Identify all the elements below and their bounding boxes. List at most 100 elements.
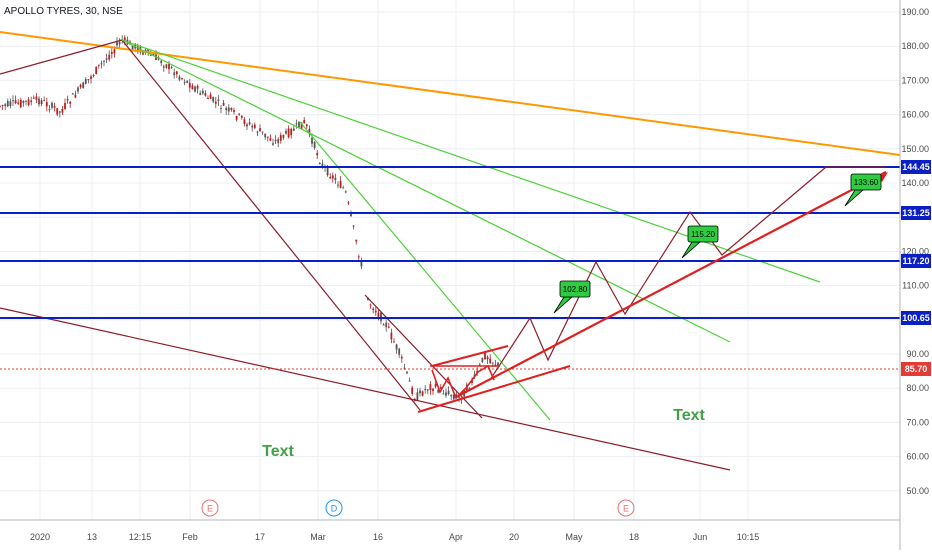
candle-body bbox=[230, 108, 233, 111]
candle-body bbox=[385, 322, 388, 328]
candle-body bbox=[318, 162, 321, 164]
text-label[interactable]: Text bbox=[262, 443, 294, 460]
x-tick-label: May bbox=[565, 532, 583, 542]
price-annotation[interactable]: 115.20 bbox=[681, 225, 719, 259]
orange-trendline[interactable] bbox=[0, 31, 901, 156]
candle-body bbox=[445, 392, 447, 396]
text-labels[interactable]: Text Text bbox=[262, 407, 705, 460]
annotation-pointer bbox=[553, 296, 574, 314]
candle-body bbox=[51, 102, 53, 108]
candle-body bbox=[305, 124, 308, 127]
candle-body bbox=[274, 139, 277, 141]
candle-body bbox=[277, 139, 280, 144]
candle-body bbox=[429, 384, 432, 391]
candle-body bbox=[408, 380, 411, 382]
candle-body bbox=[246, 124, 248, 127]
x-tick-label: 13 bbox=[87, 532, 97, 542]
candle-body bbox=[261, 131, 264, 133]
candle-body bbox=[326, 166, 329, 176]
price-badge-level: 144.45 bbox=[901, 160, 931, 174]
candle-body bbox=[56, 108, 59, 115]
candle-body bbox=[497, 362, 499, 366]
projection-path[interactable] bbox=[489, 166, 886, 381]
candle-body bbox=[308, 128, 311, 134]
candle-body bbox=[84, 79, 87, 84]
candle-body bbox=[217, 99, 220, 101]
candle-body bbox=[183, 81, 186, 83]
candle-body bbox=[287, 128, 290, 138]
annotation-value: 133.60 bbox=[854, 178, 879, 187]
candle-body bbox=[82, 82, 85, 89]
badge-bg bbox=[901, 254, 931, 268]
earnings-marker[interactable]: E bbox=[201, 499, 219, 517]
candle-body bbox=[118, 41, 121, 45]
candle-body bbox=[188, 82, 191, 88]
candle-body bbox=[162, 66, 165, 68]
candle-body bbox=[0, 105, 1, 107]
candle-body bbox=[300, 122, 303, 129]
symbol-title: APOLLO TYRES, 30, NSE bbox=[4, 6, 123, 17]
candle-body bbox=[447, 390, 450, 395]
candle-body bbox=[196, 86, 199, 89]
candle-body bbox=[434, 383, 437, 387]
candle-body bbox=[186, 80, 189, 83]
candle-body bbox=[321, 163, 324, 168]
price-badge-level: 100.65 bbox=[901, 311, 931, 325]
badge-bg bbox=[901, 160, 931, 174]
red-wedge-wave[interactable] bbox=[431, 364, 495, 400]
y-tick-label: 190.00 bbox=[901, 7, 929, 17]
candle-body bbox=[58, 111, 61, 113]
candle-body bbox=[290, 128, 293, 136]
red-triangle-bottom[interactable] bbox=[417, 365, 571, 413]
candle-body bbox=[191, 85, 194, 90]
candle-body bbox=[95, 66, 98, 75]
candle-body bbox=[74, 94, 77, 98]
brown-upper-trend[interactable] bbox=[0, 39, 123, 75]
candle-body bbox=[494, 364, 497, 366]
fan-line-2[interactable] bbox=[121, 39, 731, 343]
earnings-marker[interactable]: E bbox=[617, 499, 635, 517]
candle-body bbox=[344, 191, 347, 193]
brown-lower-support[interactable] bbox=[0, 307, 731, 471]
drawings[interactable]: 102.80 115.20 133.60 bbox=[0, 31, 901, 471]
candle-body bbox=[256, 131, 259, 133]
candle-body bbox=[240, 115, 243, 118]
marker-letter: E bbox=[207, 504, 213, 514]
candle-body bbox=[123, 37, 126, 41]
candle-body bbox=[87, 79, 90, 81]
candle-body bbox=[331, 175, 334, 179]
red-triangle-top[interactable] bbox=[431, 345, 509, 367]
x-tick-label: Feb bbox=[182, 532, 198, 542]
price-badge-level: 117.20 bbox=[901, 254, 931, 268]
candle-body bbox=[22, 100, 25, 103]
candle-body bbox=[178, 76, 181, 80]
brown-downtrend-channel[interactable] bbox=[121, 39, 421, 411]
candle-body bbox=[337, 184, 339, 186]
text-label[interactable]: Text bbox=[673, 407, 705, 424]
candle-body bbox=[352, 225, 355, 227]
red-uptrend[interactable] bbox=[457, 171, 887, 397]
dividend-marker[interactable]: D bbox=[325, 499, 343, 517]
candle-body bbox=[398, 348, 401, 355]
candle-body bbox=[377, 312, 380, 317]
marker-circle bbox=[617, 499, 635, 517]
candle-body bbox=[285, 130, 287, 134]
candle-body bbox=[165, 64, 168, 68]
y-tick-label: 90.00 bbox=[906, 349, 929, 359]
y-tick-label: 140.00 bbox=[901, 178, 929, 188]
candle-body bbox=[170, 67, 173, 69]
candle-body bbox=[452, 394, 455, 400]
y-tick-label: 150.00 bbox=[901, 144, 929, 154]
candle-body bbox=[424, 389, 427, 391]
candle-body bbox=[212, 96, 215, 102]
candle-body bbox=[77, 87, 79, 92]
price-annotation[interactable]: 133.60 bbox=[844, 173, 882, 207]
candle-body bbox=[160, 60, 163, 64]
price-annotation[interactable]: 102.80 bbox=[553, 280, 591, 314]
x-tick-label: Jun bbox=[693, 532, 708, 542]
x-tick-label: 12:15 bbox=[129, 532, 152, 542]
badge-label: 85.70 bbox=[905, 364, 928, 374]
